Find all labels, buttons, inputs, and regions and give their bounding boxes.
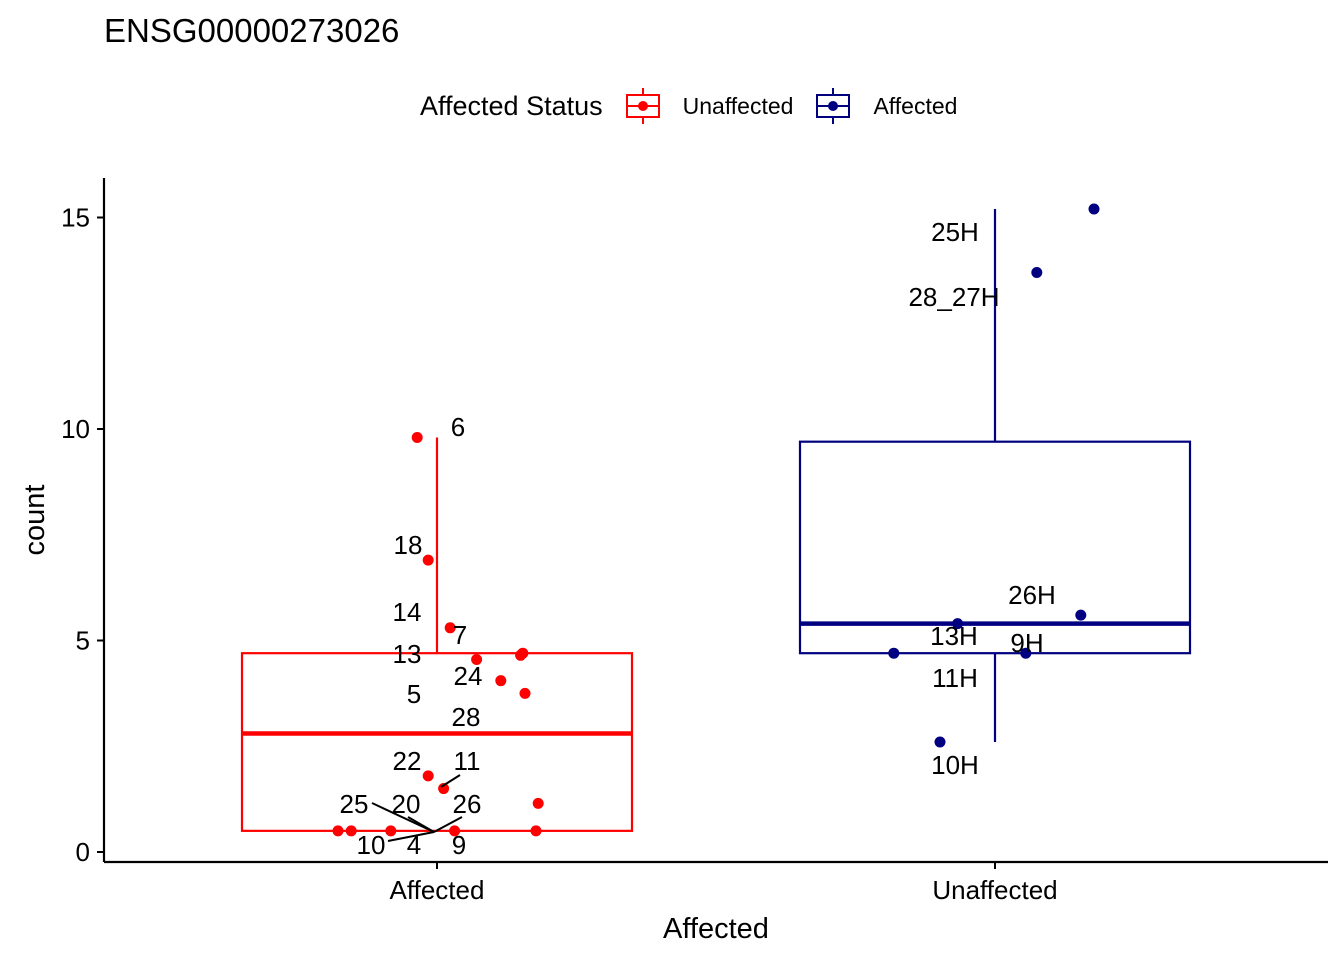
legend-title: Affected Status [420, 90, 603, 121]
point-label: 20 [392, 789, 421, 819]
label-leader-line [407, 816, 435, 833]
data-point [1088, 203, 1100, 215]
point-label: 4 [407, 830, 421, 860]
data-point [530, 825, 542, 837]
data-point [952, 618, 964, 630]
point-label: 28_27H [908, 282, 999, 312]
point-label: 25 [340, 789, 369, 819]
data-point [345, 825, 357, 837]
legend-key-affected [816, 88, 851, 124]
legend-label-unaffected: Unaffected [682, 92, 794, 119]
data-point [422, 770, 434, 782]
y-axis-title: count [19, 485, 51, 556]
data-point [519, 687, 531, 699]
data-point [515, 649, 527, 661]
point-label: 10H [931, 750, 979, 780]
x-tick-label: Unaffected [932, 875, 1057, 905]
box-unaffected [798, 209, 1192, 743]
label-leader-line [433, 816, 463, 833]
data-point [1020, 647, 1032, 659]
point-label: 22 [393, 746, 422, 776]
point-label: 13H [930, 621, 978, 651]
point-label: 14 [393, 597, 422, 627]
data-point [422, 554, 434, 566]
point-label: 26 [453, 789, 482, 819]
point-label: 7 [453, 620, 467, 650]
y-tick-label: 10 [61, 414, 90, 444]
data-point [532, 797, 544, 809]
point-label: 9 [452, 830, 466, 860]
data-point [888, 647, 900, 659]
point-label: 26H [1008, 580, 1056, 610]
y-tick-label: 15 [61, 203, 90, 233]
box-iqr [798, 440, 1192, 655]
data-point [1075, 609, 1087, 621]
label-leader-line [387, 831, 435, 842]
x-tick-label: Affected [390, 875, 485, 905]
legend-key-unaffected [625, 88, 660, 124]
data-point [444, 622, 456, 634]
data-point [934, 736, 946, 748]
data-point [438, 783, 450, 795]
point-label: 5 [407, 679, 421, 709]
point-label: 6 [451, 412, 465, 442]
point-label: 10 [357, 830, 386, 860]
point-label: 25H [931, 217, 979, 247]
legend-item-unaffected: Unaffected [625, 88, 794, 124]
point-label: 24 [454, 661, 483, 691]
y-tick-label: 5 [76, 626, 90, 656]
point-label: 9H [1010, 628, 1043, 658]
data-point [449, 825, 461, 837]
box-affected [240, 437, 634, 832]
point-label: 11 [454, 746, 481, 776]
point-label: 18 [394, 530, 423, 560]
x-axis-title: Affected [663, 913, 769, 945]
data-point [495, 675, 507, 687]
data-point [332, 825, 344, 837]
point-label: 13 [393, 639, 422, 669]
data-point [1031, 266, 1043, 278]
box-iqr [240, 652, 634, 832]
data-point [385, 825, 397, 837]
data-point [411, 431, 423, 443]
legend: Affected Status Unaffected Affected [420, 88, 979, 124]
y-tick-label: 0 [76, 837, 90, 867]
data-point [471, 654, 483, 666]
legend-item-affected: Affected [815, 88, 957, 124]
label-leader-line [440, 774, 461, 788]
point-label: 11H [932, 663, 978, 693]
chart-title: ENSG00000273026 [104, 12, 400, 49]
point-label: 28 [452, 702, 481, 732]
legend-label-affected: Affected [873, 92, 958, 119]
